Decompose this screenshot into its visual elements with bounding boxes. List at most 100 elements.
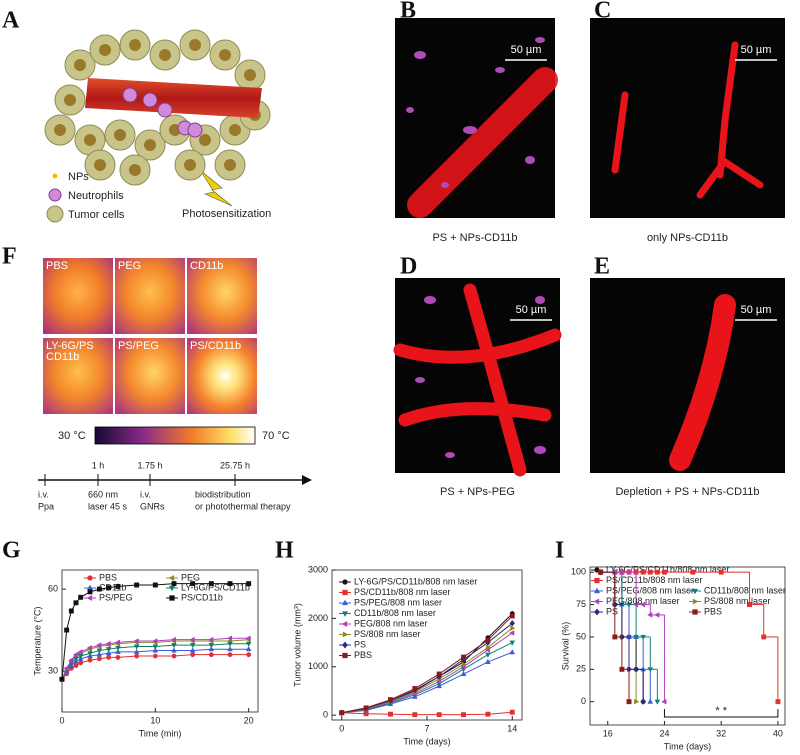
y-tick-label: 25 — [576, 664, 586, 674]
image-caption: PS + NPs-CD11b — [432, 232, 517, 244]
legend-label: PS/CD11b/808 nm laser — [354, 587, 450, 597]
marker — [152, 653, 158, 659]
marker — [86, 594, 93, 602]
marker — [170, 636, 177, 643]
marker — [633, 634, 639, 641]
marker — [78, 660, 84, 666]
marker — [339, 710, 345, 716]
legend-label: CD11b/808 nm laser — [704, 585, 786, 595]
image-b — [395, 18, 558, 218]
legend-label: PS/808 nm laser — [354, 629, 421, 639]
marker — [647, 569, 653, 575]
legend-label: PS/808 nm laser — [704, 596, 771, 606]
x-tick-label: 7 — [424, 723, 429, 733]
tumor-nucleus — [129, 39, 141, 51]
tumor-nucleus — [94, 159, 106, 171]
marker — [208, 581, 214, 587]
marker — [485, 658, 491, 664]
marker — [68, 608, 74, 614]
y-tick-label: 100 — [571, 567, 586, 577]
marker — [661, 698, 667, 705]
marker — [342, 631, 349, 638]
x-tick-label: 24 — [659, 728, 669, 738]
neutrophil — [142, 92, 158, 108]
x-tick-label: 0 — [59, 715, 64, 725]
marker — [73, 656, 79, 662]
thermal-label: PBS — [46, 260, 68, 272]
marker — [761, 634, 767, 640]
series-line — [341, 651, 513, 714]
series-line — [341, 711, 513, 716]
marker — [152, 638, 158, 644]
marker — [171, 653, 177, 659]
y-tick-label: 2000 — [308, 613, 328, 623]
marker — [105, 647, 112, 653]
legend-label: LY-6G/PS/CD11b/808 nm laser — [606, 564, 729, 574]
image-e — [590, 278, 785, 473]
marker — [208, 643, 215, 649]
marker — [593, 598, 600, 605]
neutrophil — [122, 87, 138, 103]
neutrophil — [157, 102, 173, 118]
marker — [189, 636, 195, 643]
marker — [598, 569, 604, 575]
y-tick-label: 60 — [48, 583, 58, 593]
marker — [640, 601, 646, 608]
marker — [115, 645, 121, 651]
marker — [208, 646, 215, 652]
marker — [96, 586, 102, 592]
thermal-label: PS/PEG — [118, 340, 159, 352]
marker — [692, 598, 699, 605]
marker — [96, 651, 103, 657]
legend-label: PS/PEG — [99, 592, 133, 602]
marker — [412, 686, 418, 691]
marker — [133, 638, 139, 644]
panel-letter: E — [594, 254, 610, 280]
marker — [246, 581, 252, 587]
marker — [114, 639, 121, 646]
x-tick-label: 40 — [773, 728, 783, 738]
marker — [72, 651, 79, 658]
panel-letter: H — [275, 538, 294, 564]
marker — [640, 634, 647, 641]
marker — [152, 582, 158, 588]
legend-label: PS/PEG/808 nm laser — [354, 597, 442, 607]
marker — [87, 589, 93, 595]
scale-bar-label: 50 µm — [741, 44, 772, 56]
tumor-nucleus — [129, 164, 141, 176]
y-tick-label: 0 — [323, 710, 328, 720]
marker — [633, 666, 639, 673]
series-line — [61, 648, 249, 680]
timeline-time: 1 h — [92, 460, 105, 470]
legend-tumor-cell — [46, 205, 64, 223]
marker — [594, 608, 600, 616]
marker — [171, 647, 177, 653]
thermal-label: CD11b — [190, 260, 223, 272]
marker — [692, 609, 698, 615]
blood-vessel — [85, 78, 262, 118]
y-tick-label: 50 — [576, 631, 586, 641]
marker — [388, 697, 393, 703]
series-line — [341, 632, 513, 714]
marker — [226, 635, 233, 642]
marker — [618, 569, 624, 576]
colorbar — [94, 426, 256, 445]
scale-bar-label: 50 µm — [516, 304, 547, 316]
legend-label: PEG/808 nm laser — [606, 596, 680, 606]
marker — [115, 583, 121, 589]
tumor-nucleus — [159, 49, 171, 61]
marker — [626, 602, 632, 608]
thermal-label: LY-6G/PS — [46, 340, 94, 352]
marker — [134, 653, 140, 659]
marker — [189, 647, 196, 653]
tumor-nucleus — [244, 69, 256, 81]
panel-letter: A — [2, 8, 20, 34]
panel-letter: I — [555, 538, 564, 564]
marker — [73, 663, 79, 669]
plot-frame — [61, 569, 259, 713]
legend-label: PS — [354, 639, 366, 649]
tumor-nucleus — [229, 124, 241, 136]
marker — [342, 652, 348, 659]
marker — [227, 652, 233, 658]
marker — [96, 648, 103, 654]
